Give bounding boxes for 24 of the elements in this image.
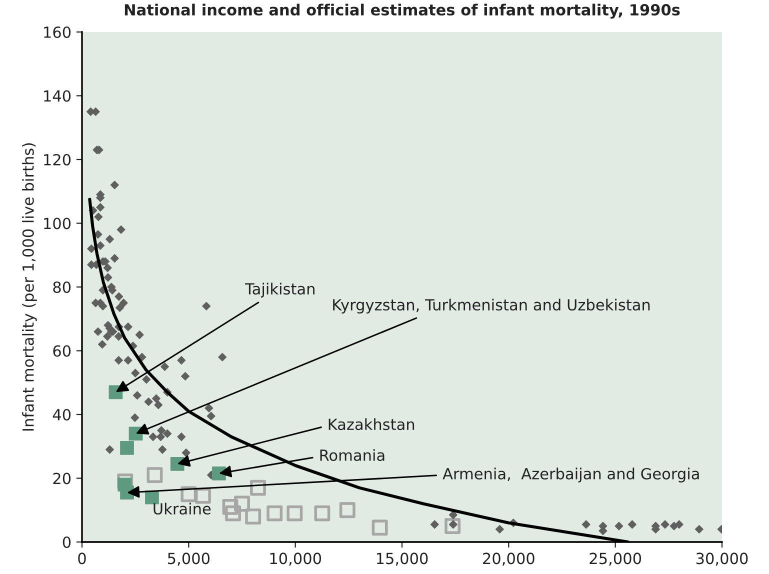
y-tick-label: 100 (44, 218, 71, 230)
x-tick-label: 20,000 (483, 552, 534, 566)
x-tick-label: 0 (78, 552, 86, 564)
annotation: Kazakhstan (328, 418, 414, 430)
x-tick-label: 5,000 (168, 552, 210, 566)
x-tick-label: 10,000 (270, 552, 322, 566)
annotation: Romania (320, 449, 384, 462)
y-tick-label: 80 (53, 281, 71, 294)
x-tick-label: 15,000 (376, 552, 428, 566)
y-tick-label: 120 (44, 154, 71, 166)
annotation: Tajikistan (244, 282, 314, 298)
annotation: Armenia, Azerbaijan and Georgia (442, 468, 699, 482)
x-tick-label: 30,000 (696, 552, 748, 566)
y-tick-label: 60 (53, 345, 71, 357)
y-axis-title: Infant mortality (per 1,000 live births) (22, 143, 37, 431)
chart-title: National income and official estimates of infant mortality, 1990s (124, 4, 680, 19)
y-tick-label: 0 (62, 536, 71, 548)
annotation: Ukraine (154, 502, 211, 515)
y-tick-label: 20 (53, 472, 71, 484)
x-tick-label: 25,000 (590, 552, 642, 566)
y-tick-label: 40 (52, 408, 71, 421)
y-tick-label: 160 (44, 26, 71, 38)
annotation: Kyrgyzstan, Turkmenistan and Uzbekistan (333, 298, 650, 314)
y-tick-label: 140 (44, 90, 71, 102)
